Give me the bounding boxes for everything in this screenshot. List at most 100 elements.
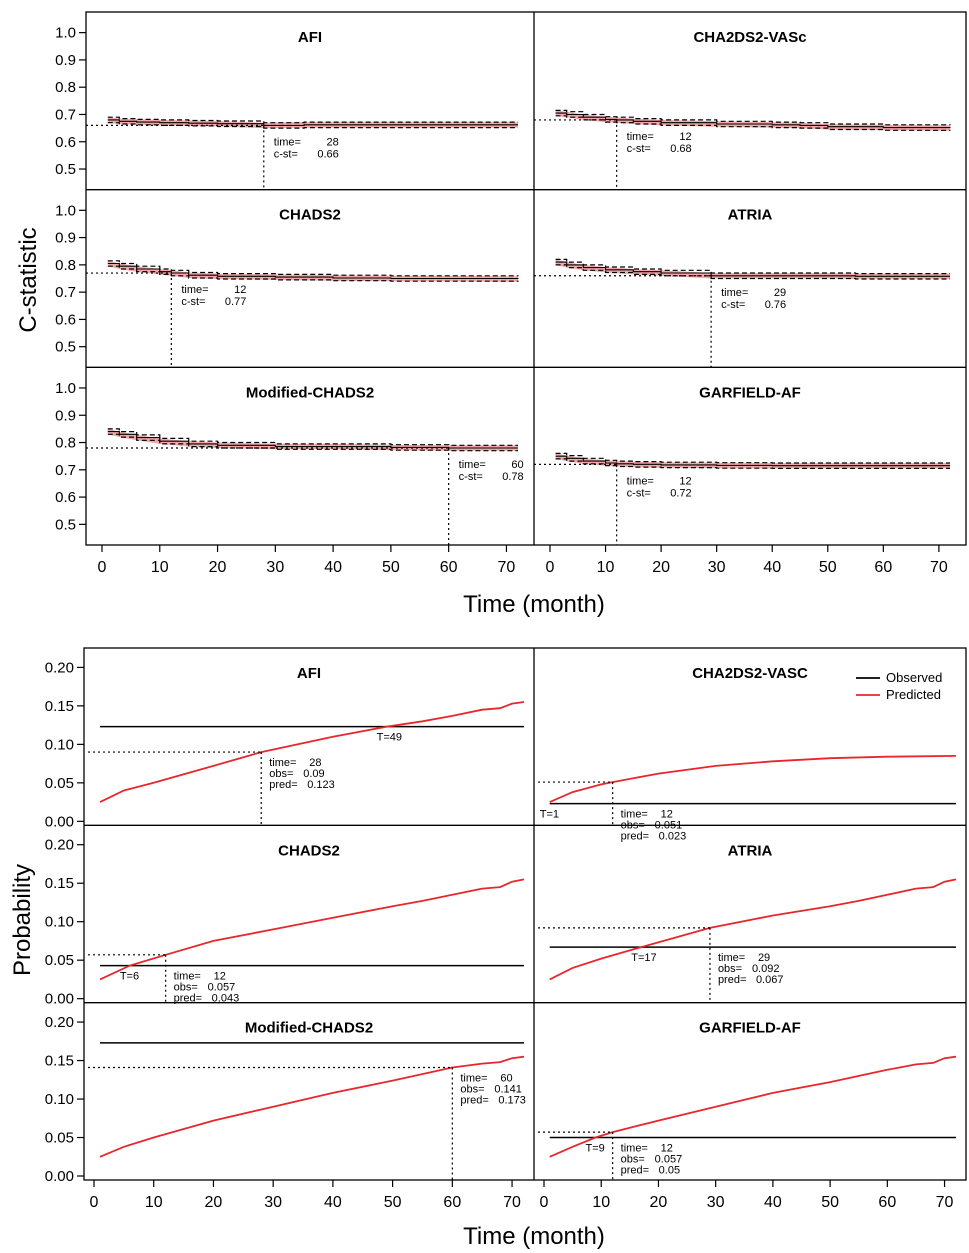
annotation-pred-label: pred= [621, 1165, 649, 1177]
y-tick-label: 1.0 [55, 380, 76, 397]
annotation-obs-label: obs= [174, 982, 198, 994]
y-tick-label: 0.8 [55, 79, 76, 96]
c-statistic-line [555, 261, 950, 277]
cstat-panel: AFI time= 28 c-st= 0.66 0.5 0.6 0.7 0.8 0.9 1.0 [55, 25, 519, 190]
upper-ci-line [555, 452, 950, 464]
c-statistic-line [107, 119, 518, 126]
y-tick-label: 0.20 [45, 659, 74, 676]
x-axis-label-bottom: Time (month) [463, 1223, 605, 1250]
upper-ci-line [107, 116, 518, 124]
annotation-time-value: 60 [500, 1072, 512, 1084]
prob-panel: CHA2DS2-VASC time= 12 obs= 0.051 pred= 0.023 T=… [538, 665, 957, 843]
y-tick-label: 0.00 [45, 813, 74, 830]
annotation-cst-value: 0.78 [502, 471, 523, 483]
x-tick-label: 60 [878, 1194, 896, 1211]
annotation-cst-label: c-st= [459, 471, 483, 483]
predicted-line [549, 878, 957, 981]
legend-label: Observed [886, 670, 942, 685]
x-tick-label: 40 [763, 559, 781, 576]
c-statistic-line [107, 262, 519, 280]
annotation-cst-value: 0.77 [225, 296, 246, 308]
predicted-line [549, 755, 957, 803]
annotation-time-label: time= [181, 284, 208, 296]
y-tick-label: 0.15 [45, 698, 74, 715]
annotation-time-value: 29 [758, 952, 770, 964]
annotation-cst-value: 0.68 [670, 143, 691, 155]
y-tick-label: 0.8 [55, 435, 76, 452]
annotation-pred-value: 0.173 [498, 1094, 526, 1106]
legend-label: Predicted [886, 687, 941, 702]
x-axis-label-top: Time (month) [463, 591, 605, 618]
y-tick-label: 1.0 [55, 202, 76, 219]
upper-ci-line [107, 260, 519, 277]
prob-panel: AFI time= 28 obs= 0.09 pred= 0.123 T=49 0.00 0.05… [45, 659, 525, 830]
x-tick-label: 50 [384, 1194, 402, 1211]
annotation-time-label: time= [721, 287, 748, 299]
prob-panel: GARFIELD-AF time= 12 obs= 0.057 pred= 0.05 T=9 0… [538, 1020, 957, 1211]
prob-frame [83, 647, 967, 1181]
y-tick-label: 0.7 [55, 462, 76, 479]
x-tick-label: 0 [540, 1194, 549, 1211]
c-statistic-line [555, 455, 950, 467]
x-tick-label: 60 [443, 1194, 461, 1211]
x-tick-label: 70 [498, 559, 516, 576]
cstat-panel: CHADS2 time= 12 c-st= 0.77 0.5 0.6 0.7 0.8 0.9 1.0 [55, 202, 519, 368]
annotation-cst-label: c-st= [627, 487, 651, 499]
x-tick-label: 30 [264, 1194, 282, 1211]
x-tick-label: 50 [819, 559, 837, 576]
annotation-time-value: 12 [214, 971, 226, 983]
x-tick-label: 40 [324, 559, 342, 576]
annotation-obs-value: 0.051 [655, 820, 683, 832]
prob-panel: ATRIA time= 29 obs= 0.092 pred= 0.067 T=17 [538, 842, 957, 1003]
panel-title: CHADS2 [278, 842, 340, 859]
confidence-band [555, 110, 950, 131]
x-tick-label: 0 [90, 1194, 99, 1211]
panel-title: Modified-CHADS2 [246, 384, 374, 401]
cstat-panel: GARFIELD-AF time= 12 c-st= 0.72 0 10 20 30 40 50 60… [534, 384, 950, 576]
annotation-cst-label: c-st= [181, 296, 205, 308]
cstat-panel: CHA2DS2-VASc time= 12 c-st= 0.68 [534, 29, 951, 190]
annotation-time-value: 28 [327, 136, 339, 148]
prob-panel: Modified-CHADS2 time= 60 obs= 0.141 pred= 0.17… [45, 1014, 526, 1211]
annotation-time-label: time= [621, 809, 648, 821]
annotation-pred-value: 0.023 [659, 831, 687, 843]
x-tick-label: 10 [151, 559, 169, 576]
annotation-cst-label: c-st= [721, 299, 745, 311]
annotation-time-value: 12 [679, 131, 691, 143]
lower-ci-line [555, 264, 950, 280]
annotation-pred-value: 0.067 [756, 974, 784, 986]
y-tick-label: 0.5 [55, 339, 76, 356]
x-tick-label: 60 [874, 559, 892, 576]
annotation-obs-value: 0.057 [655, 1154, 683, 1166]
panel-title: Modified-CHADS2 [245, 1020, 373, 1037]
x-tick-label: 20 [652, 559, 670, 576]
predicted-line [99, 878, 525, 981]
y-tick-label: 0.20 [45, 837, 74, 854]
x-tick-label: 30 [708, 559, 726, 576]
annotation-time-value: 12 [234, 284, 246, 296]
annotation-obs-label: obs= [621, 1154, 645, 1166]
annotation-pred-value: 0.043 [212, 993, 240, 1005]
y-tick-label: 0.15 [45, 1053, 74, 1070]
y-tick-label: 0.10 [45, 736, 74, 753]
upper-ci-line [555, 258, 950, 275]
y-tick-label: 0.7 [55, 106, 76, 123]
annotation-pred-label: pred= [460, 1094, 488, 1106]
cstat-panel: ATRIA time= 29 c-st= 0.76 [534, 207, 950, 368]
crossing-label: T=49 [377, 732, 402, 744]
y-tick-label: 0.20 [45, 1014, 74, 1031]
panel-title: AFI [297, 665, 321, 682]
predicted-line [99, 1055, 525, 1158]
cstat-panel: Modified-CHADS2 time= 60 c-st= 0.78 0.5 0.6 0.7… [55, 380, 524, 576]
y-tick-label: 0.6 [55, 489, 76, 506]
annotation-pred-value: 0.05 [659, 1165, 680, 1177]
x-tick-label: 10 [597, 559, 615, 576]
c-statistic-line [555, 112, 951, 129]
y-tick-label: 0.00 [45, 1168, 74, 1185]
annotation-pred-label: pred= [269, 779, 297, 791]
crossing-label: T=6 [120, 971, 139, 983]
probability-axis-label: Probability [9, 864, 36, 976]
y-tick-label: 0.00 [45, 991, 74, 1008]
x-tick-label: 20 [209, 559, 227, 576]
x-tick-label: 60 [440, 559, 458, 576]
